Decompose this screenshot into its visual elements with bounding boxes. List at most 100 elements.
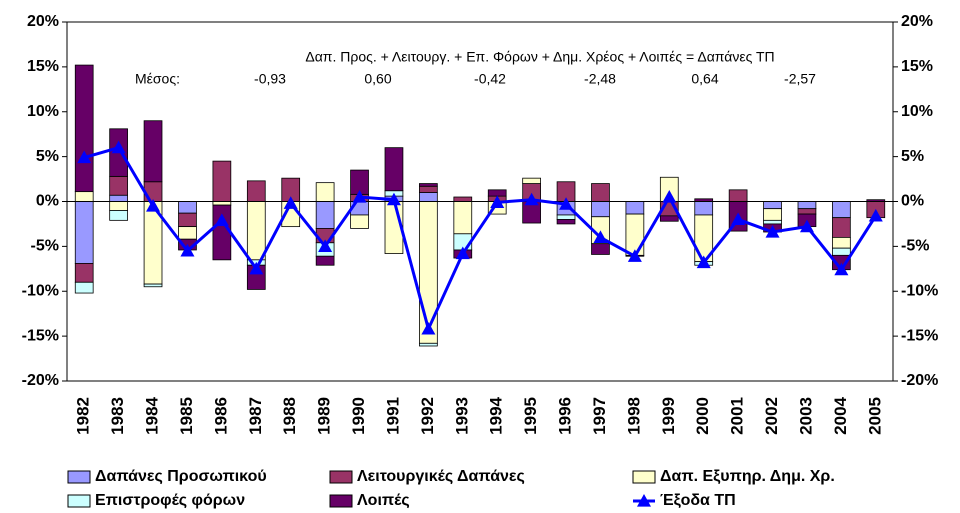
bar [143, 120, 163, 183]
bar [109, 194, 128, 202]
y-tick-label: -20% [22, 372, 59, 389]
bar [74, 191, 94, 202]
x-tick-label: 1996 [556, 397, 575, 435]
annotation-mean: -2,48 [584, 71, 616, 87]
bar [832, 201, 851, 219]
x-tick-label: 1992 [418, 397, 437, 435]
bar [522, 177, 541, 184]
bar [74, 64, 94, 193]
y2-tick-label: -20% [901, 372, 938, 389]
line-marker [146, 198, 161, 212]
y2-tick-label: 20% [901, 13, 933, 30]
bar [384, 147, 404, 192]
bar [74, 281, 94, 294]
bar [763, 208, 782, 221]
bar [212, 204, 232, 261]
legend-marker [637, 494, 651, 507]
line-marker [77, 150, 92, 164]
bar [832, 236, 851, 249]
legend-label: Έξοδα ΤΠ [660, 492, 736, 509]
bar [659, 215, 679, 222]
bar [143, 283, 163, 288]
bar [797, 208, 817, 215]
bar [74, 263, 94, 283]
bar [178, 226, 197, 240]
annotation-mean: -0,42 [474, 71, 506, 87]
annotation-mean: -2,57 [784, 71, 816, 87]
x-tick-label: 2000 [693, 397, 712, 435]
line-marker [662, 190, 677, 203]
x-tick-label: 1997 [590, 397, 609, 435]
annotation-mean-label: Μέσος: [135, 71, 180, 87]
bar [728, 189, 748, 202]
x-tick-label: 1984 [143, 396, 162, 434]
line-marker [490, 195, 505, 208]
legend-swatch [67, 494, 91, 508]
bar [178, 201, 197, 214]
bar [797, 201, 817, 210]
legend-swatch [67, 470, 91, 484]
x-tick-label: 2002 [762, 397, 781, 435]
y-tick-label: 15% [27, 58, 59, 75]
x-tick-label: 1990 [349, 397, 368, 435]
y-tick-label: -15% [22, 327, 59, 344]
bar [591, 243, 610, 255]
bar [556, 219, 576, 225]
y2-tick-label: 10% [901, 103, 933, 120]
bar [212, 201, 232, 206]
bar [419, 183, 438, 187]
bar [315, 255, 335, 266]
legend-label: Επιστροφές φόρων [95, 492, 245, 509]
y-tick-label: -10% [22, 282, 59, 299]
line-marker [111, 140, 126, 154]
annotation-mean: 0,64 [691, 71, 718, 87]
y2-tick-label: -5% [901, 238, 929, 255]
bar [246, 201, 266, 261]
line-marker [593, 230, 608, 243]
line-marker [868, 208, 883, 222]
x-tick-label: 1985 [177, 397, 196, 435]
bar [453, 196, 473, 202]
bar [419, 342, 438, 347]
line-marker [765, 225, 780, 238]
line-marker [249, 261, 264, 275]
x-tick-label: 1987 [246, 397, 265, 435]
x-tick-label: 2001 [728, 397, 747, 435]
y-tick-label: 10% [27, 103, 59, 120]
y2-tick-label: 0% [901, 193, 924, 210]
y2-tick-label: 5% [901, 148, 924, 165]
y2-tick-label: 15% [901, 58, 933, 75]
bar [350, 214, 369, 229]
bar [556, 214, 576, 220]
line-marker [834, 262, 849, 276]
x-tick-label: 1993 [452, 397, 471, 435]
bar [143, 181, 163, 202]
bar [315, 182, 335, 202]
line-marker [799, 219, 814, 233]
legend-swatch [329, 494, 353, 508]
x-tick-label: 1986 [211, 397, 230, 435]
bar [109, 201, 128, 211]
y-tick-label: 0% [36, 193, 59, 210]
annotation-mean: -0,93 [254, 71, 286, 87]
bar [109, 175, 128, 196]
bar [246, 180, 266, 202]
bar [419, 192, 438, 202]
line-marker [352, 190, 367, 203]
bar [694, 201, 714, 216]
line-marker [524, 192, 539, 206]
annotation-mean: 0,60 [364, 71, 391, 87]
x-tick-label: 1994 [487, 396, 506, 434]
x-tick-label: 1989 [315, 397, 334, 435]
bar [832, 217, 851, 238]
y-tick-label: 5% [36, 148, 59, 165]
x-tick-label: 1983 [108, 397, 127, 435]
y2-tick-label: -15% [901, 327, 938, 344]
line-marker [283, 196, 298, 209]
bar [74, 201, 94, 264]
legend-swatch [329, 470, 353, 484]
bar [763, 201, 782, 210]
x-tick-label: 1991 [383, 397, 402, 435]
line-marker [627, 249, 642, 262]
